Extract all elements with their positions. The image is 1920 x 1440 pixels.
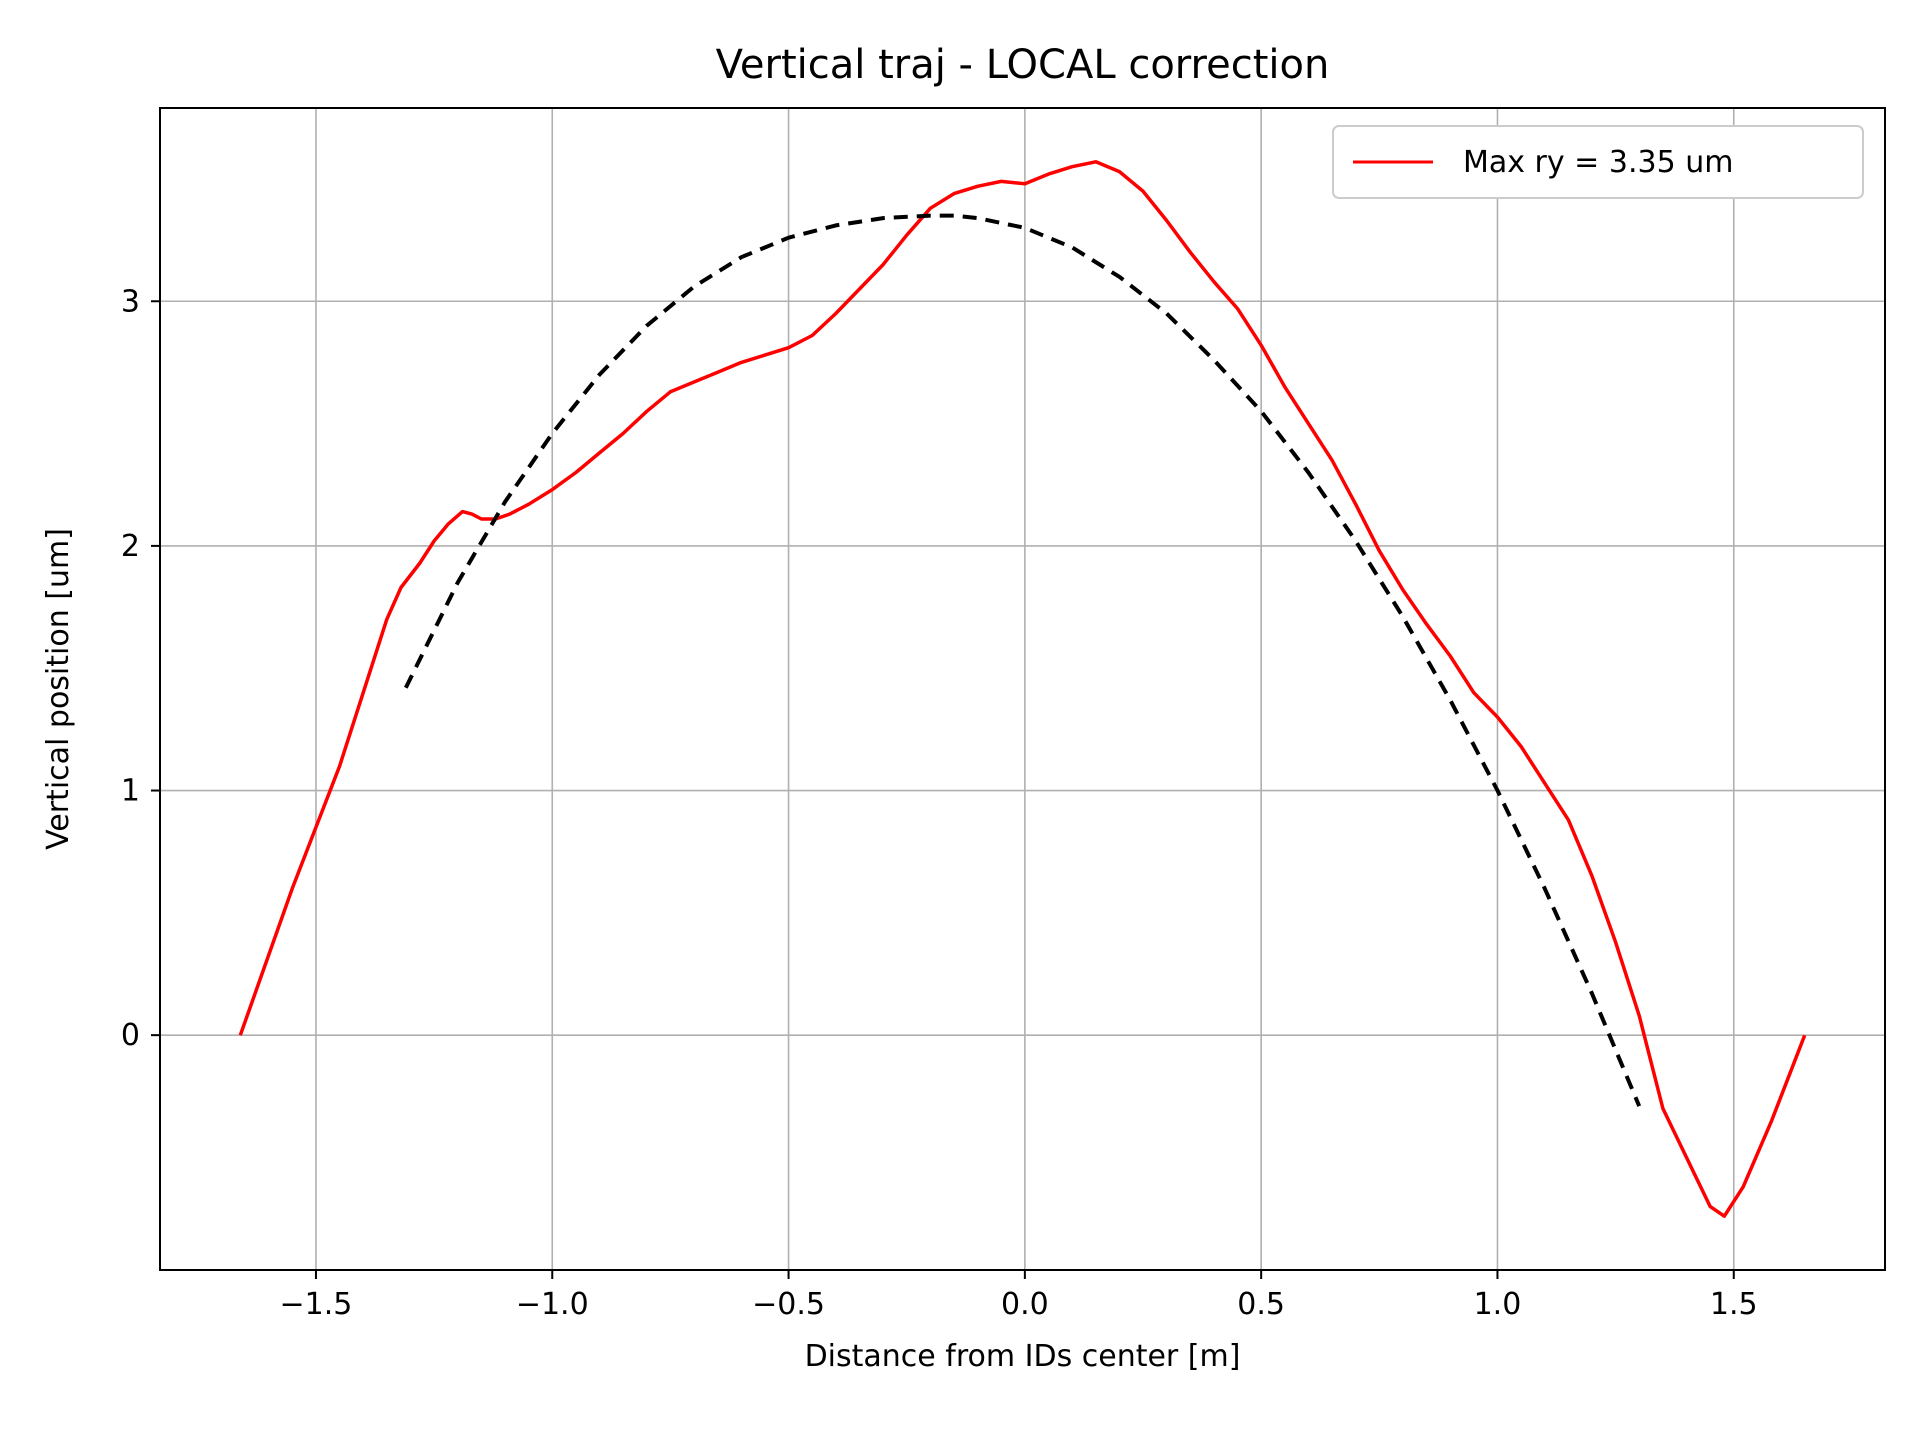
x-tick-label: −1.5 <box>280 1287 353 1322</box>
y-tick-label: 1 <box>121 774 140 809</box>
grid <box>160 108 1885 1270</box>
axis-ticks: −1.5 −1.0 −0.5 0.0 0.5 1.0 1.5 0 1 2 3 <box>121 284 1758 1322</box>
fit-curve-dashed <box>404 213 1642 1107</box>
x-axis-label: Distance from IDs center [m] <box>805 1339 1241 1374</box>
x-tick-label: 0.0 <box>1001 1287 1049 1322</box>
legend-box <box>1332 125 1864 199</box>
y-axis-label: Vertical position [um] <box>41 528 76 850</box>
plot-series <box>238 160 1807 1218</box>
measured-trajectory-line <box>238 160 1807 1218</box>
x-tick-label: 0.5 <box>1237 1287 1285 1322</box>
legend-entry-measured: Max ry = 3.35 um <box>1463 145 1733 180</box>
y-tick-label: 3 <box>121 284 140 319</box>
legend: Max ry = 3.35 um <box>1332 125 1864 199</box>
axes-frame <box>159 107 1886 1271</box>
x-tick-label: 1.5 <box>1710 1287 1758 1322</box>
chart-title: Vertical traj - LOCAL correction <box>716 42 1330 88</box>
y-tick-label: 0 <box>121 1018 140 1053</box>
y-tick-label: 2 <box>121 529 140 564</box>
x-tick-label: 1.0 <box>1474 1287 1522 1322</box>
x-tick-label: −0.5 <box>752 1287 825 1322</box>
x-tick-label: −1.0 <box>516 1287 589 1322</box>
